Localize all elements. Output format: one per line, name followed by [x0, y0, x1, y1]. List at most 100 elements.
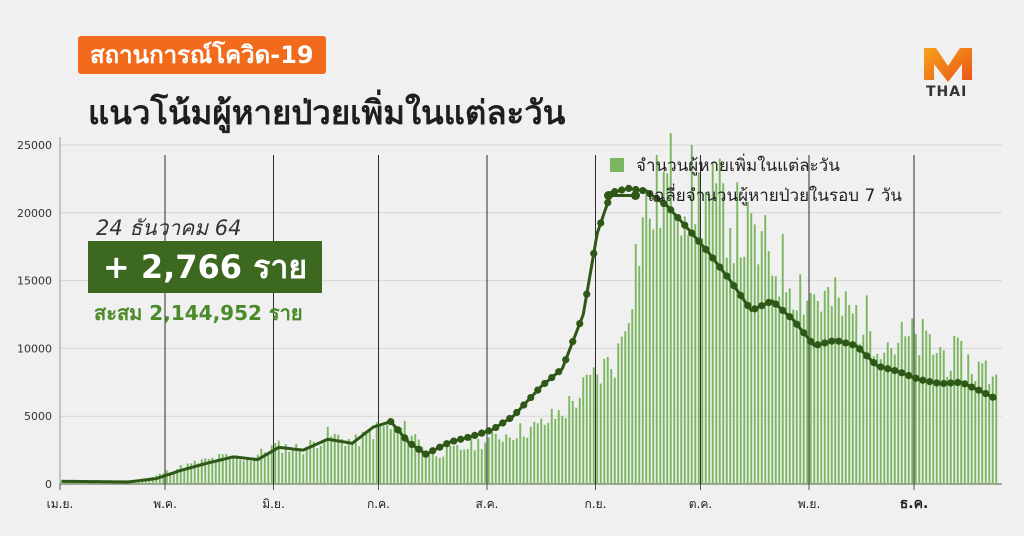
average-point	[464, 433, 472, 442]
bar	[701, 238, 704, 484]
bar	[491, 431, 494, 484]
bar	[221, 454, 224, 484]
bar	[666, 173, 669, 484]
average-point	[513, 408, 521, 417]
bar	[379, 424, 382, 484]
bar	[589, 374, 592, 484]
bar	[505, 434, 508, 484]
average-point	[926, 378, 934, 386]
average-point	[716, 263, 724, 271]
legend-item-line: เฉลี่ยจำนวนผู้หายป่วยในรอบ 7 วัน	[604, 180, 902, 210]
bar	[347, 438, 350, 484]
bar	[904, 336, 907, 484]
average-point	[583, 290, 591, 298]
bar	[785, 292, 788, 484]
today-count-badge: + 2,766 ราย	[88, 241, 322, 293]
bar	[599, 383, 602, 484]
bar	[393, 424, 396, 484]
bar	[375, 422, 378, 484]
bar	[988, 384, 991, 484]
legend-bars-label: จำนวนผู้หายเพิ่มในแต่ละวัน	[636, 155, 840, 176]
bar	[183, 469, 186, 484]
bar	[417, 439, 420, 484]
bar	[515, 438, 518, 484]
x-tick-label: พ.ค.	[153, 497, 177, 511]
average-point	[772, 300, 780, 308]
bar	[848, 304, 851, 484]
average-point	[891, 366, 899, 375]
bar	[459, 449, 462, 484]
average-point	[898, 369, 906, 377]
highlight-date: 24 ธันวาคม 64	[96, 216, 242, 240]
bar	[372, 439, 375, 484]
bar	[298, 450, 301, 484]
bar	[477, 439, 480, 484]
bar	[767, 251, 770, 484]
average-point	[485, 427, 493, 435]
bar	[827, 287, 830, 484]
average-point	[562, 356, 570, 364]
bar	[540, 418, 543, 484]
bar	[694, 224, 697, 484]
bar	[232, 457, 235, 484]
bar	[575, 407, 578, 484]
bar	[725, 257, 728, 484]
bar	[960, 340, 963, 484]
legend-item-bars: จำนวนผู้หายเพิ่มในแต่ละวัน	[610, 150, 902, 180]
bar	[302, 454, 305, 484]
bar	[428, 451, 431, 484]
bar	[680, 235, 683, 484]
bar	[144, 480, 147, 484]
bar	[547, 422, 550, 484]
bar	[862, 334, 865, 484]
average-point	[975, 386, 983, 394]
average-point	[849, 341, 857, 349]
bar	[382, 426, 385, 484]
bar	[974, 381, 977, 484]
bar	[442, 456, 445, 484]
bar	[795, 310, 798, 484]
bar	[571, 400, 574, 484]
bar	[851, 313, 854, 484]
bar	[869, 331, 872, 484]
bar	[890, 348, 893, 484]
bar	[326, 426, 329, 484]
average-point	[842, 339, 850, 347]
bar	[512, 440, 515, 484]
page-title: แนวโน้มผู้หายป่วยเพิ่มในแต่ละวัน	[88, 93, 566, 132]
bar	[543, 424, 546, 484]
bar	[792, 309, 795, 484]
y-tick-label: 25000	[17, 139, 52, 152]
average-point	[877, 363, 885, 371]
average-point	[933, 379, 941, 387]
bar	[820, 311, 823, 484]
bar	[995, 374, 998, 484]
bar	[487, 437, 490, 484]
average-point	[520, 401, 528, 409]
bar	[295, 443, 298, 484]
bar	[596, 374, 599, 484]
bar	[865, 295, 868, 484]
bar	[242, 460, 245, 484]
average-point	[856, 345, 864, 353]
bar	[953, 335, 956, 484]
bar	[673, 215, 676, 484]
bar	[939, 347, 942, 484]
bar	[585, 374, 588, 484]
bar-swatch-icon	[610, 158, 624, 172]
average-point	[982, 390, 990, 398]
bar	[235, 455, 238, 484]
average-point	[387, 418, 395, 426]
bar	[435, 456, 438, 484]
bar	[659, 227, 662, 484]
average-point	[730, 281, 738, 290]
average-point	[639, 186, 647, 195]
x-tick-label: ส.ค.	[476, 497, 499, 511]
bar	[764, 215, 767, 485]
bar	[330, 436, 333, 484]
bar	[620, 336, 623, 484]
topic-tag: สถานการณ์โควิด-19	[78, 36, 326, 74]
bar	[606, 356, 609, 484]
average-point	[569, 338, 577, 346]
bar	[526, 437, 529, 484]
